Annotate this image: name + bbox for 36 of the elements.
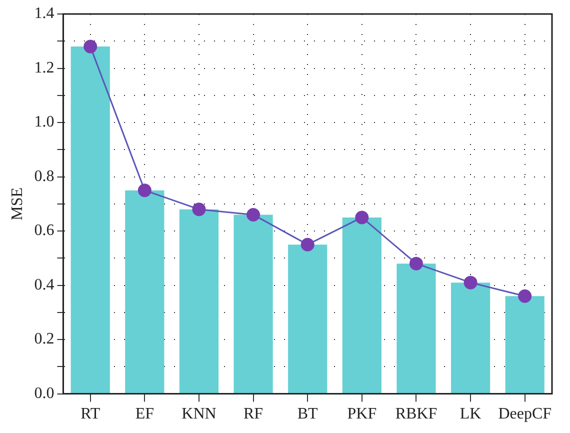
- x-tick-label: EF: [135, 406, 154, 423]
- bar: [342, 217, 382, 394]
- point: [409, 256, 423, 270]
- bar: [450, 282, 490, 394]
- x-tick-label: RT: [80, 406, 100, 423]
- bar: [288, 244, 328, 394]
- y-tick-label: 0.4: [34, 276, 54, 294]
- point: [355, 210, 369, 224]
- x-tick-label: RF: [244, 406, 264, 423]
- bar: [505, 296, 544, 394]
- point: [138, 184, 152, 198]
- y-tick-label: 0.8: [34, 168, 54, 185]
- y-tick-label: 0.6: [34, 222, 54, 240]
- y-tick-label: 1.4: [34, 5, 54, 22]
- x-tick-label: BT: [297, 406, 318, 423]
- x-tick-label: PKF: [347, 406, 377, 423]
- point: [464, 276, 478, 290]
- y-tick-label: 1.0: [34, 114, 54, 131]
- bar: [179, 209, 219, 394]
- y-tick-label: 1.2: [34, 59, 54, 76]
- y-axis-title: MSE: [8, 187, 26, 220]
- x-tick-label: DeepCF: [498, 406, 552, 423]
- bar: [234, 214, 273, 394]
- y-tick-label: 0.0: [34, 385, 54, 402]
- bar: [396, 264, 436, 394]
- x-tick-label: RBKF: [395, 406, 438, 423]
- bar: [125, 190, 164, 394]
- point: [84, 40, 98, 54]
- point: [246, 208, 260, 222]
- point: [300, 238, 314, 252]
- point: [192, 202, 206, 216]
- x-tick-label: KNN: [182, 406, 217, 423]
- bar: [70, 46, 110, 394]
- x-tick-label: LK: [460, 406, 482, 423]
- point: [518, 289, 532, 303]
- y-tick-label: 0.2: [34, 330, 54, 348]
